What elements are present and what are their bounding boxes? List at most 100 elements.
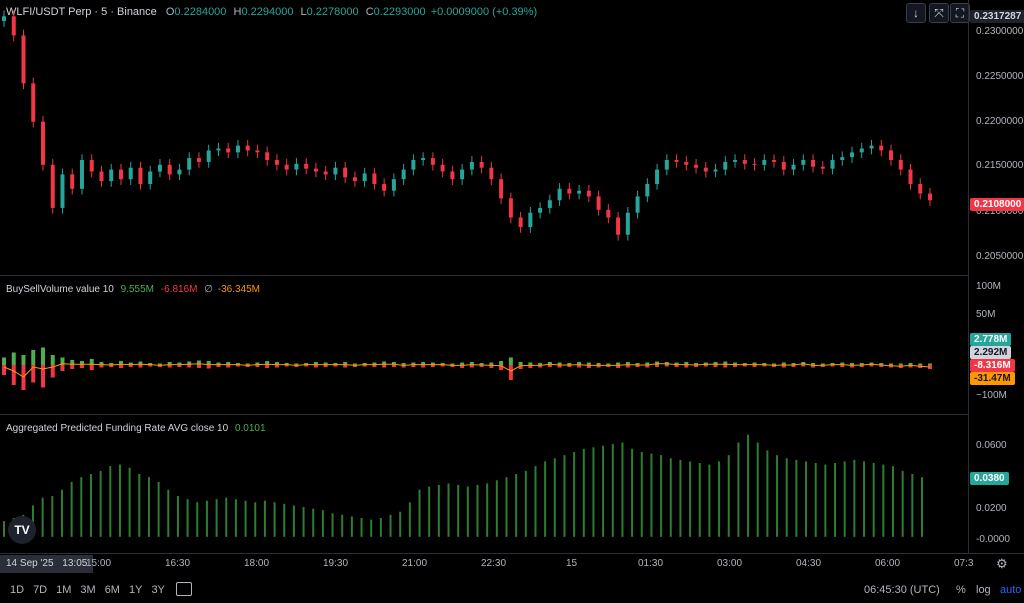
volume-legend[interactable]: BuySellVolume value 10 9.555M -6.816M ∅ … [6,284,260,295]
utc-clock[interactable]: 06:45:30 (UTC) [864,584,940,596]
candle-body [196,158,201,162]
funding-bar [437,485,440,537]
pane-separator-2[interactable] [0,414,968,415]
funding-bar [225,497,228,537]
candle-body [469,161,474,170]
buy-volume-bar [557,362,562,365]
pane-separator-1[interactable] [0,275,968,276]
funding-bar [573,452,576,537]
candle-body [928,193,932,201]
candle-body [820,166,825,169]
volume-tag-sell: -8.316M [970,359,1015,372]
candlestick-chart[interactable] [0,0,968,275]
sell-volume-bar [11,365,16,385]
funding-value: 0.0101 [234,423,266,434]
buy-volume-bar [830,363,835,365]
funding-bar [892,466,895,537]
buy-volume-bar [60,357,65,365]
candle-body [528,212,533,228]
candle-body [430,158,435,165]
symbol-legend[interactable]: WLFI/USDT Perp · 5 · Binance O0.2284000 … [6,6,537,18]
sell-volume-bar [265,365,270,368]
candle-body [557,188,562,201]
settings-gear-icon[interactable]: ⚙ [996,556,1008,571]
sell-volume-bar [450,365,455,367]
funding-bar [515,474,518,537]
funding-bar [89,474,92,537]
sell-volume-bar [99,365,104,368]
volume-tag-avg: -31.47M [970,372,1015,385]
tradingview-logo[interactable]: TV [8,516,36,544]
sell-volume-bar [547,365,552,367]
buy-volume-bar [586,362,591,365]
percent-toggle[interactable]: % [956,584,966,596]
date-range-icon[interactable] [176,582,192,596]
range-3m[interactable]: 3M [80,584,96,596]
price-label-5: 0.2100000 [976,206,1024,217]
sell-volume-bar [60,365,65,371]
funding-bar [263,500,266,537]
funding-bar [911,474,914,537]
funding-bar [901,470,904,537]
funding-bar [505,477,508,537]
candle-body [781,161,786,170]
funding-bar [196,502,199,537]
range-6m[interactable]: 6M [104,584,120,596]
auto-toggle[interactable]: auto [1000,584,1022,596]
funding-bar [611,444,614,537]
candle-body [109,169,114,182]
candle-body [840,157,845,161]
volume-avg-symbol: ∅ [204,284,213,295]
buy-sell-volume-chart[interactable] [0,275,968,414]
buy-volume-bar [284,363,289,365]
funding-axis-label-2: 0.0200 [976,503,1007,514]
range-3y[interactable]: 3Y [151,584,165,596]
buy-volume-bar [898,363,903,365]
funding-bar [631,448,634,537]
volume-title: BuySellVolume value 10 [6,284,114,295]
sell-volume-bar [177,365,182,367]
funding-bar [60,489,63,537]
buy-volume-bar [606,363,611,365]
sell-volume-bar [411,365,416,367]
range-1m[interactable]: 1M [56,584,72,596]
candle-body [118,169,123,180]
range-7d[interactable]: 7D [33,584,48,596]
sell-volume-bar [284,365,289,367]
buy-volume-bar [50,355,55,365]
collapse-icon[interactable]: ⤧ [929,3,949,23]
funding-bar [698,463,701,537]
buy-volume-bar [167,362,172,365]
funding-bar [766,450,769,537]
buy-volume-bar [21,355,26,365]
scroll-down-icon[interactable]: ↓ [906,3,926,23]
candle-body [547,200,552,208]
buy-volume-bar [625,362,630,365]
sell-volume-bar [508,365,513,380]
buy-volume-bar [362,363,367,365]
candle-body [304,163,309,169]
buy-volume-bar [216,362,221,365]
log-toggle[interactable]: log [976,584,991,596]
range-1y[interactable]: 1Y [128,584,143,596]
funding-bar [486,483,489,537]
candle-body [733,160,738,162]
range-1d[interactable]: 1D [10,584,25,596]
sell-volume-bar [694,365,699,367]
time-label-6: 22:30 [481,558,507,569]
buy-volume-bar [859,363,864,365]
funding-legend[interactable]: Aggregated Predicted Funding Rate AVG cl… [6,423,266,434]
sell-volume-bar [703,365,708,367]
candle-body [352,177,357,182]
symbol-title[interactable]: WLFI/USDT Perp · 5 · Binance [6,6,157,18]
buy-volume-bar [148,363,153,365]
funding-bar [408,502,411,537]
maximize-icon[interactable]: ⛶ [950,3,970,23]
funding-bar [254,502,257,537]
candle-body [742,160,747,164]
sell-volume-bar [50,365,55,378]
sell-volume-bar [489,365,494,368]
buy-volume-bar [313,362,318,365]
funding-rate-chart[interactable] [0,414,968,553]
buy-volume-bar [928,363,932,365]
